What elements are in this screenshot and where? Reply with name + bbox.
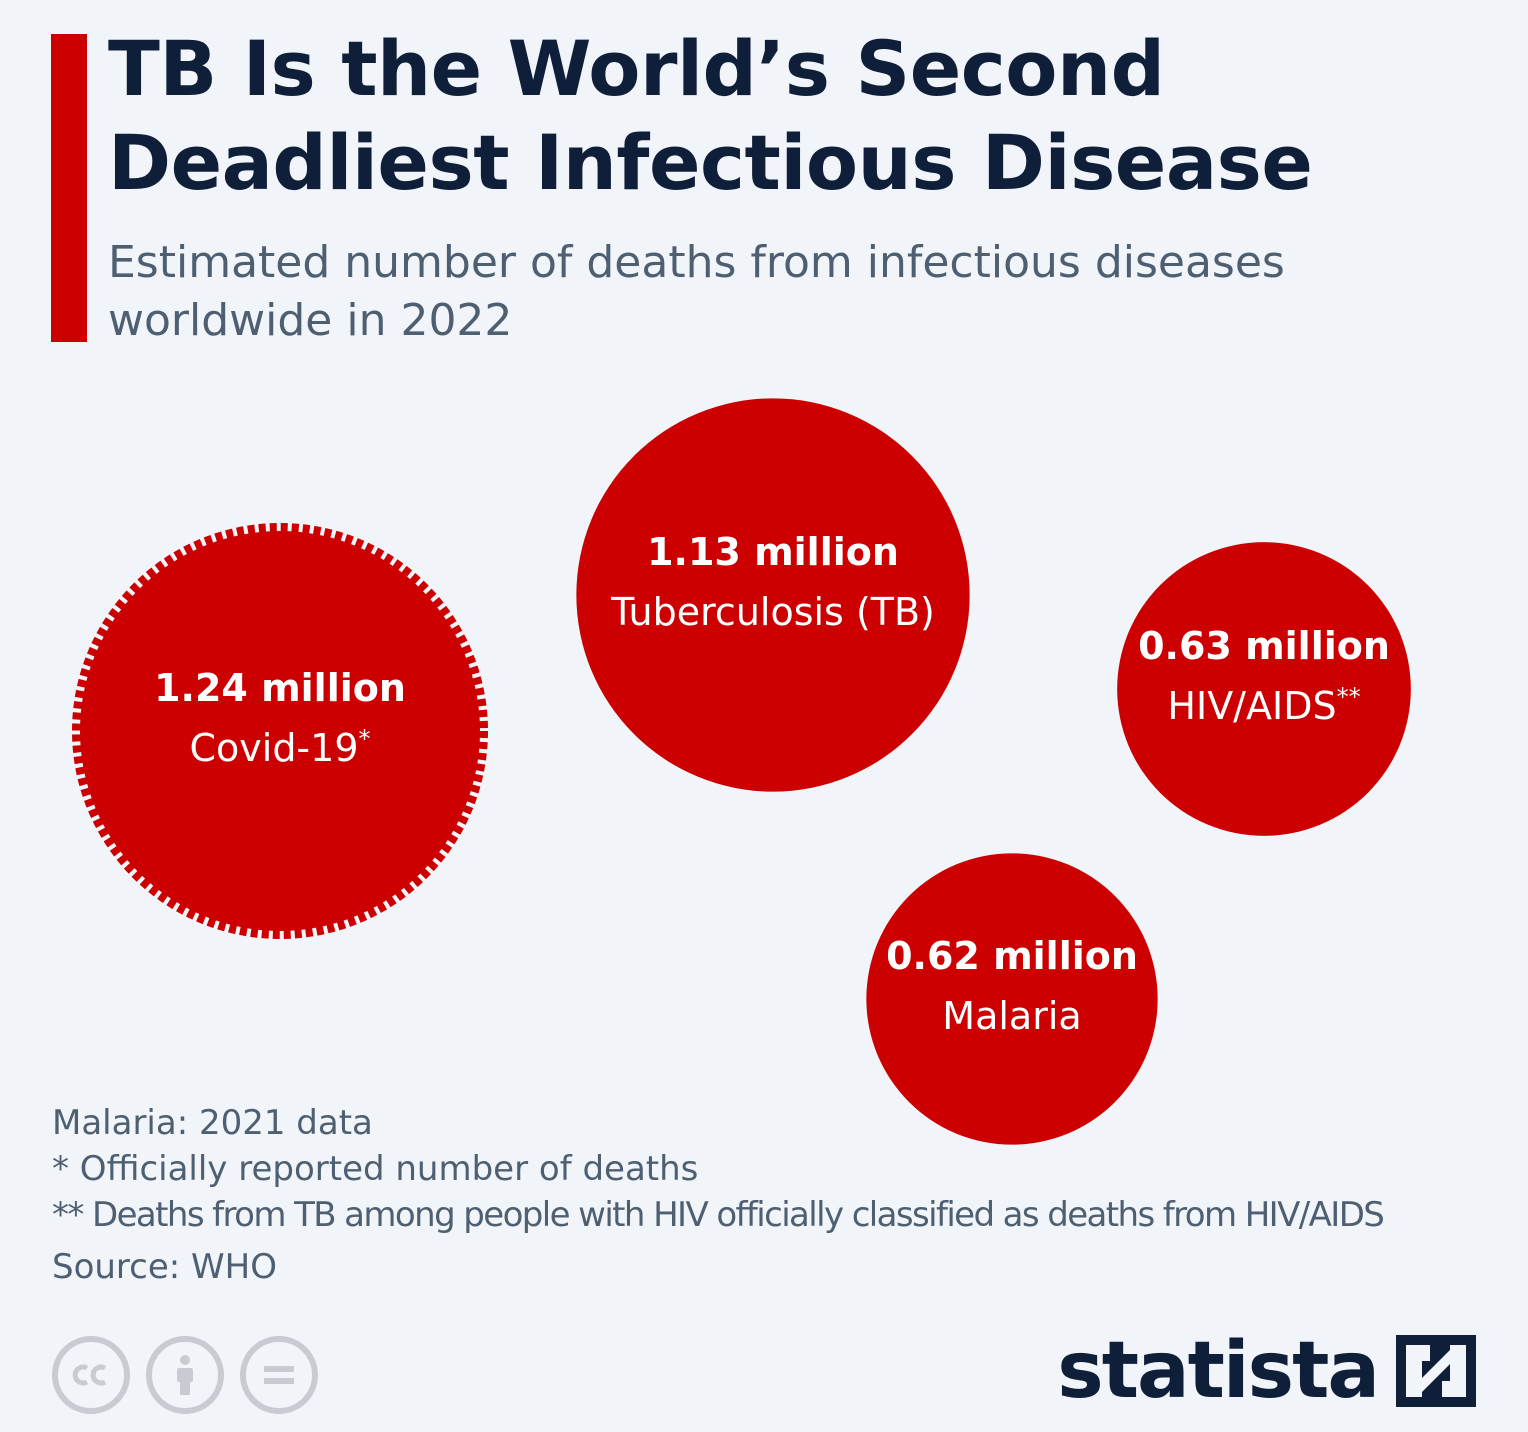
chart-title: TB Is the World’s Second Deadliest Infec… [108,22,1488,210]
note-double-asterisk: ** Deaths from TB among people with HIV … [52,1195,1385,1235]
statista-logo-icon [1396,1335,1476,1407]
chart-subtitle-line-1: Estimated number of deaths from infectio… [108,237,1285,288]
bubble-4: 0.62 million Malaria [866,853,1158,1145]
chart-notes: Malaria: 2021 data * Officially reported… [52,1100,1492,1290]
title-accent-bar [51,34,87,342]
bubble-2-circle [576,398,970,792]
chart-title-line-2: Deadliest Infectious Disease [108,118,1313,207]
cc-icon[interactable] [52,1336,130,1414]
note-single-asterisk: * Officially reported number of deaths [52,1149,699,1189]
bubble-2-value-label: 1.13 million [647,530,899,574]
bubble-4-value-label: 0.62 million [886,934,1138,978]
chart-subtitle: Estimated number of deaths from infectio… [108,234,1488,350]
bubble-1-category-label: Covid-19* [189,725,370,770]
brand-wordmark: statista [1057,1326,1380,1416]
bubble-2-category-label: Tuberculosis (TB) [610,590,935,634]
bubble-1-footnote-marker: * [359,725,371,753]
bubble-1: 1.24 million Covid-19* [72,523,488,939]
bubble-1-dashed-edge [72,523,488,939]
attribution-icon[interactable] [146,1336,224,1414]
chart-title-line-1: TB Is the World’s Second [108,24,1165,113]
bubble-4-category-label: Malaria [942,994,1081,1038]
bubble-3: 0.63 million HIV/AIDS** [1117,542,1411,836]
licence-icons [52,1336,318,1414]
chart-subtitle-line-2: worldwide in 2022 [108,295,513,346]
bubble-3-category-label: HIV/AIDS** [1167,683,1360,728]
source-note: Source: WHO [52,1247,277,1287]
bubble-3-circle [1117,542,1411,836]
bubble-1-circle [80,531,480,931]
no-derivatives-icon[interactable] [240,1336,318,1414]
bubble-3-footnote-marker: ** [1337,683,1361,711]
bubble-2: 1.13 million Tuberculosis (TB) [576,398,970,792]
bubble-1-value-label: 1.24 million [154,666,406,710]
statista-logo[interactable]: statista [1057,1326,1476,1416]
bubble-4-circle [866,853,1158,1145]
bubble-3-value-label: 0.63 million [1138,624,1390,668]
note-malaria: Malaria: 2021 data [52,1103,373,1143]
